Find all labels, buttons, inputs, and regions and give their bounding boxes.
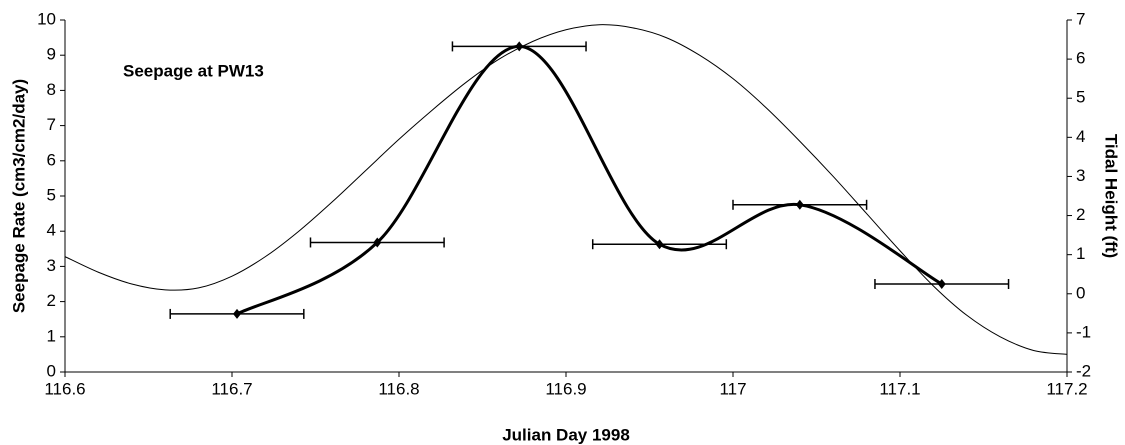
x-tick-label: 117.1 <box>879 379 920 398</box>
y2-tick-label: -2 <box>1076 361 1091 380</box>
y2-tick-label: -1 <box>1076 322 1091 341</box>
y-tick-label: 0 <box>47 361 56 380</box>
y2-tick-label: 3 <box>1076 166 1085 185</box>
y2-axis-label: Tidal Height (ft) <box>1102 134 1121 258</box>
y2-tick-label: 6 <box>1076 49 1085 68</box>
marker <box>373 237 382 248</box>
y2-tick-label: 7 <box>1076 9 1085 28</box>
y2-tick-label: 5 <box>1076 88 1085 107</box>
marker <box>937 279 946 289</box>
x-tick-label: 116.6 <box>44 379 85 398</box>
y-tick-label: 8 <box>47 80 56 99</box>
marker <box>795 199 804 210</box>
x-axis-label: Julian Day 1998 <box>502 425 630 444</box>
y-tick-label: 6 <box>47 150 56 169</box>
y-tick-label: 2 <box>47 291 56 310</box>
tide-line <box>64 24 1068 355</box>
y2-tick-label: 2 <box>1076 205 1085 224</box>
marker <box>655 239 664 250</box>
x-tick-label: 117 <box>719 379 746 398</box>
y2-tick-label: 0 <box>1076 283 1085 302</box>
y-tick-label: 9 <box>47 45 56 64</box>
y2-tick-label: 1 <box>1076 244 1085 263</box>
x-tick-label: 117.2 <box>1046 379 1087 398</box>
y-tick-label: 1 <box>47 326 56 345</box>
x-tick-label: 116.8 <box>378 379 419 398</box>
y-axis-label: Seepage Rate (cm3/cm2/day) <box>9 79 28 313</box>
y-tick-label: 7 <box>47 115 56 134</box>
marker <box>233 308 242 319</box>
y-tick-label: 10 <box>37 9 56 28</box>
chart-title: Seepage at PW13 <box>123 61 264 80</box>
y-tick-label: 3 <box>47 256 56 275</box>
y-tick-label: 4 <box>47 221 56 240</box>
y-tick-label: 5 <box>47 185 56 204</box>
x-tick-label: 116.7 <box>211 379 252 398</box>
y2-tick-label: 4 <box>1076 127 1085 146</box>
x-tick-label: 116.9 <box>545 379 586 398</box>
